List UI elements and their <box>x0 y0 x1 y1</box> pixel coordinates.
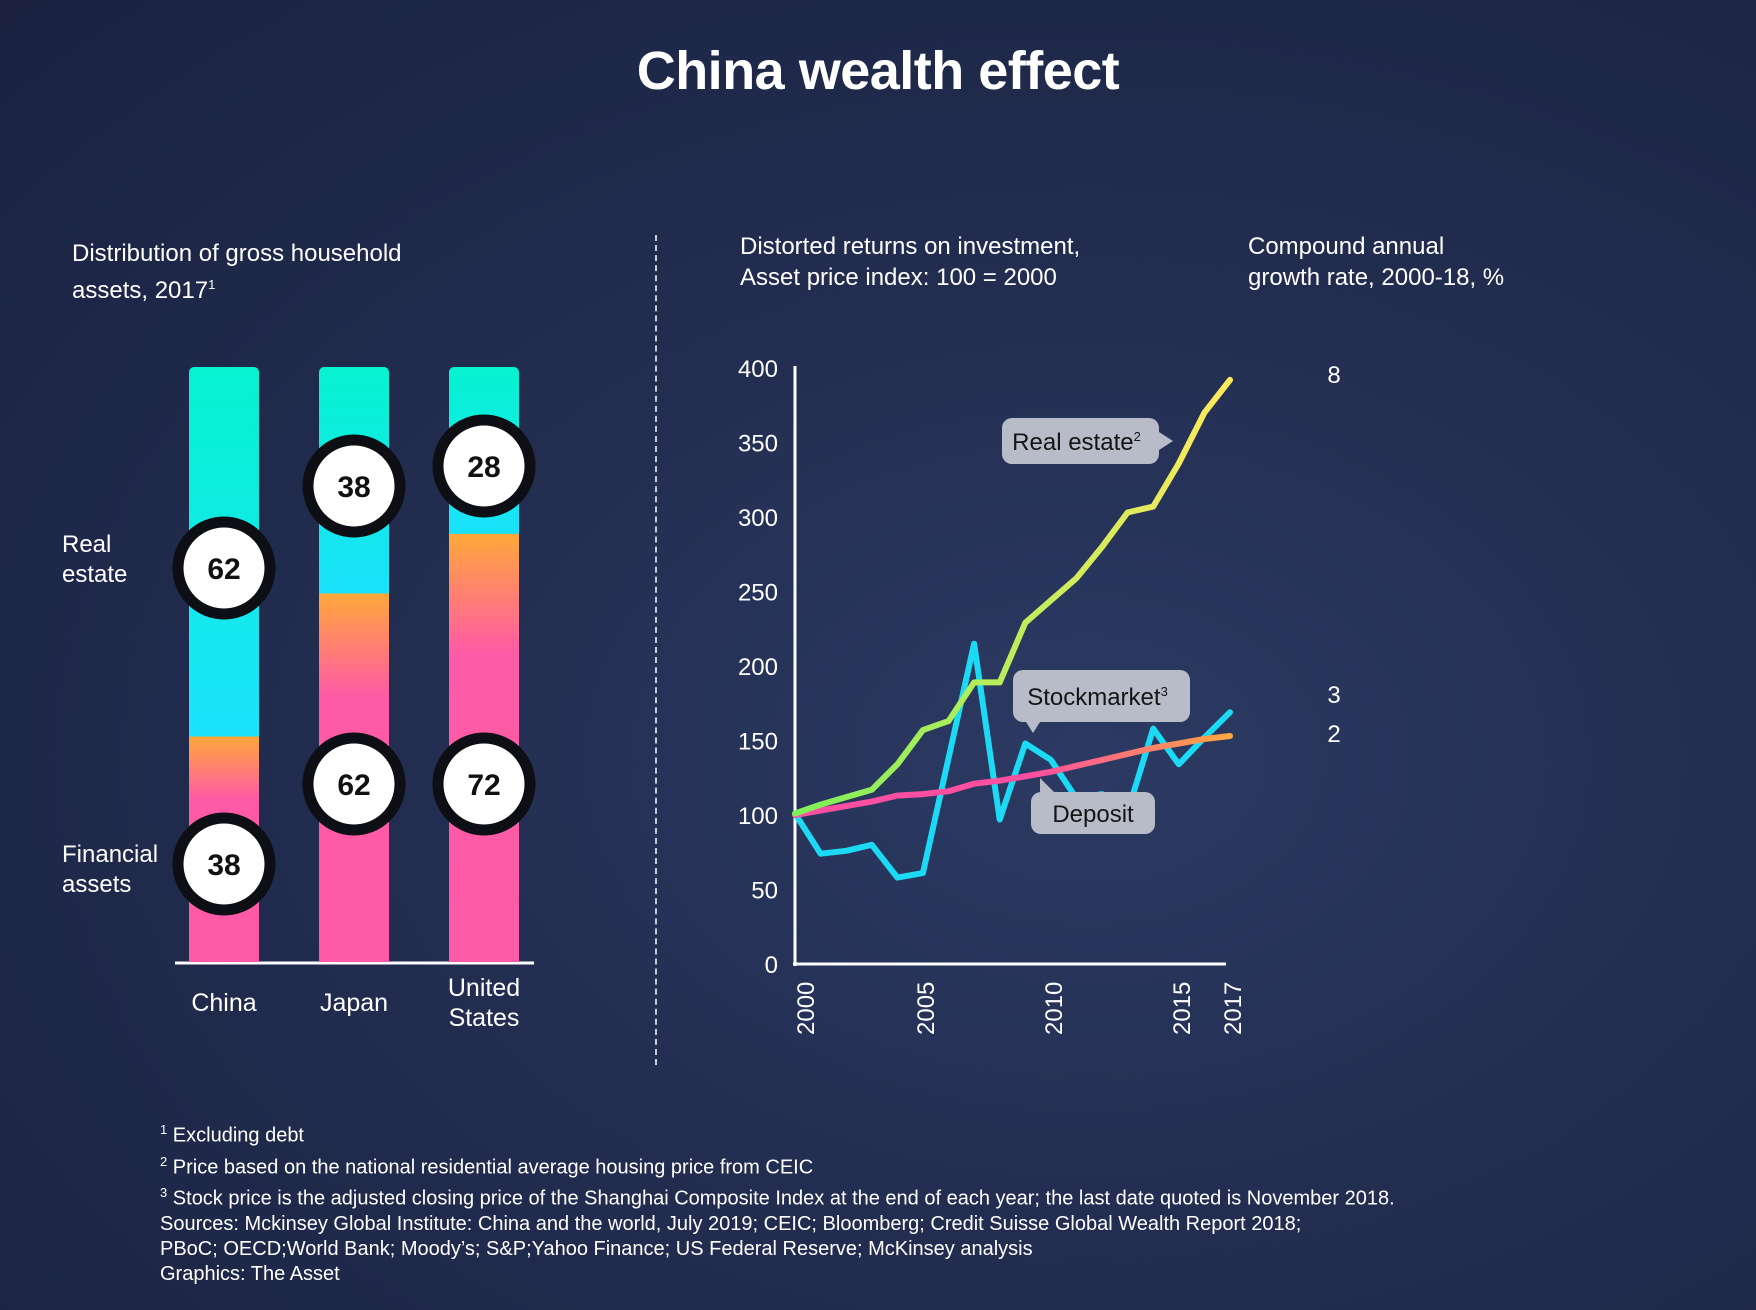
footnote-line: 2 Price based on the national residentia… <box>160 1149 1720 1181</box>
line-chart-heading-line2: Asset price index: 100 = 2000 <box>740 264 1057 291</box>
y-tick-label: 350 <box>738 431 778 458</box>
footnotes: 1 Excluding debt 2 Price based on the nat… <box>160 1117 1720 1287</box>
bar-category-label-line: States <box>448 1004 520 1032</box>
footnote-line: Graphics: The Asset <box>160 1262 1720 1287</box>
panel-divider <box>655 235 657 1065</box>
deposit-callout-label: Deposit <box>1052 801 1134 828</box>
y-tick-label: 150 <box>738 729 778 756</box>
y-tick-label: 200 <box>738 654 778 681</box>
cagr-value: 8 <box>1327 362 1340 389</box>
stockmarket-callout-label-sup: 3 <box>1161 684 1168 699</box>
financial-row-label-line1: Financial <box>62 841 159 868</box>
real-estate-row-label-line1: Real <box>62 531 112 558</box>
x-tick-label: 2017 <box>1220 982 1247 1035</box>
deposit-callout-label-text: Deposit <box>1052 801 1134 828</box>
financial-value-label-circle <box>432 732 536 836</box>
financial-value-label-circle <box>302 732 406 836</box>
deposit-callout-pointer <box>1040 778 1054 792</box>
stockmarket-callout-pointer <box>1026 722 1040 733</box>
cagr-value: 3 <box>1327 682 1340 709</box>
financial-assets-row-label: Financial assets <box>62 840 158 900</box>
bar-chart-heading-line1: Distribution of gross household <box>72 240 402 267</box>
bar-category-label-line: China <box>191 989 257 1017</box>
real-estate-value-label-circle <box>302 434 406 538</box>
cagr-value: 2 <box>1327 721 1340 748</box>
footnote-text: Stock price is the adjusted closing pric… <box>167 1187 1395 1210</box>
real-estate-value-label: 62 <box>207 553 240 586</box>
real-estate-value-label: 38 <box>337 471 370 504</box>
stockmarket-callout-box <box>1013 670 1190 722</box>
bar-category-label-line: Japan <box>319 989 389 1017</box>
real-estate-value-label-circle <box>172 516 276 620</box>
bar-category-label-line: United <box>447 974 521 1002</box>
footnote-line: 1 Excluding debt <box>160 1117 1720 1149</box>
line-chart-heading: Distorted returns on investment, Asset p… <box>740 231 1160 293</box>
bar-chart-heading-line2: assets, 2017 <box>72 277 209 304</box>
footnote-text: Graphics: The Asset <box>160 1262 340 1285</box>
cagr-heading-line2: growth rate, 2000-18, % <box>1248 264 1505 291</box>
stockmarket-callout-label-text: Stockmarket <box>1027 684 1161 711</box>
footnote-line: 3 Stock price is the adjusted closing pr… <box>160 1180 1720 1212</box>
bar-category-label: United States <box>414 973 554 1033</box>
x-tick-label: 2010 <box>1041 982 1068 1035</box>
footnote-text: Price based on the national residential … <box>167 1156 814 1179</box>
y-tick-label: 100 <box>738 803 778 830</box>
financial-row-label-line2: assets <box>62 871 132 898</box>
y-tick-label: 300 <box>738 505 778 532</box>
bar-chart-heading: Distribution of gross household assets, … <box>72 238 492 306</box>
bar-chart: 62 38 38 62 28 72 <box>172 367 536 965</box>
line-real-estate <box>792 376 1233 817</box>
real-estate-callout-box <box>1002 418 1159 464</box>
real-estate-callout-label: Real estate2 <box>1012 429 1141 456</box>
y-tick-label: 400 <box>738 356 778 383</box>
financial-value-label: 72 <box>467 769 500 802</box>
x-tick-label: 2000 <box>793 982 820 1035</box>
bar-category-label: China <box>154 988 294 1018</box>
real-estate-row-label-line2: estate <box>62 561 128 588</box>
y-tick-label: 0 <box>765 952 778 979</box>
footnote-text: Excluding debt <box>167 1124 304 1147</box>
stockmarket-callout-label: Stockmarket3 <box>1027 684 1168 711</box>
real-estate-callout-label-text: Real estate <box>1012 429 1133 456</box>
footnote-text: Sources: Mckinsey Global Institute: Chin… <box>160 1212 1302 1235</box>
footnote-marker: 3 <box>160 1185 168 1201</box>
page-title: China wealth effect <box>636 41 1120 101</box>
y-tick-label: 250 <box>738 580 778 607</box>
real-estate-callout-label-sup: 2 <box>1134 429 1141 444</box>
x-tick-label: 2015 <box>1169 982 1196 1035</box>
footnote-line: Sources: Mckinsey Global Institute: Chin… <box>160 1212 1720 1237</box>
bar-category-label: Japan <box>284 988 424 1018</box>
y-tick-label: 50 <box>751 878 778 905</box>
line-deposit <box>792 733 1233 818</box>
financial-value-label-circle <box>172 812 276 916</box>
real-estate-value-label: 28 <box>467 451 500 484</box>
footnote-marker: 2 <box>160 1153 168 1169</box>
footnote-marker: 1 <box>160 1122 168 1137</box>
line-chart: 0 50 100 150 200 250 300 350 400 2000 2005 2010 2015… <box>738 356 1341 1035</box>
footnote-line: PBoC; OECD;World Bank; Moody’s; S&P;Yaho… <box>160 1237 1720 1262</box>
x-tick-label: 2005 <box>913 982 940 1035</box>
real-estate-callout-pointer <box>1159 432 1173 450</box>
real-estate-value-label-circle <box>432 414 536 518</box>
cagr-heading-line1: Compound annual <box>1248 233 1445 260</box>
deposit-callout-box <box>1031 792 1155 834</box>
line-chart-heading-line1: Distorted returns on investment, <box>740 233 1081 260</box>
real-estate-row-label: Real estate <box>62 530 127 590</box>
financial-value-label: 38 <box>207 849 240 882</box>
cagr-heading: Compound annual growth rate, 2000-18, % <box>1248 231 1568 293</box>
footnote-text: PBoC; OECD;World Bank; Moody’s; S&P;Yaho… <box>160 1237 1033 1260</box>
bar-chart-heading-sup: 1 <box>208 277 216 292</box>
financial-value-label: 62 <box>337 769 370 802</box>
